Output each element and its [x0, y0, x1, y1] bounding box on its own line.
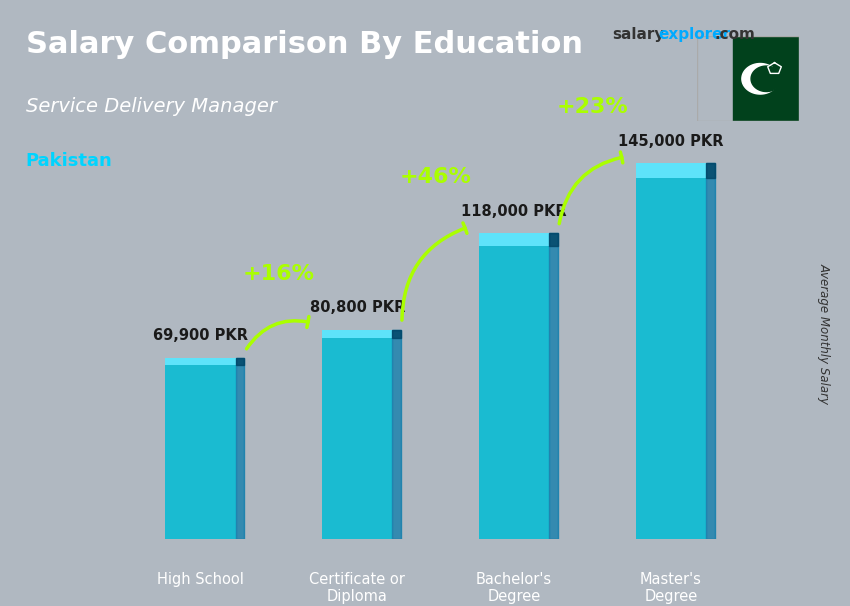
- Polygon shape: [742, 64, 778, 94]
- Bar: [706, 164, 715, 179]
- Text: Salary Comparison By Education: Salary Comparison By Education: [26, 30, 582, 59]
- Bar: [322, 330, 393, 338]
- Bar: [479, 233, 549, 245]
- Text: +23%: +23%: [557, 98, 628, 118]
- Text: .com: .com: [714, 27, 755, 42]
- Text: +16%: +16%: [243, 264, 314, 284]
- Polygon shape: [751, 66, 781, 92]
- Text: 145,000 PKR: 145,000 PKR: [618, 133, 723, 148]
- Text: +46%: +46%: [400, 167, 472, 187]
- Bar: [235, 358, 244, 539]
- Bar: [393, 330, 401, 338]
- Bar: [393, 330, 401, 539]
- Text: Service Delivery Manager: Service Delivery Manager: [26, 97, 276, 116]
- Bar: [322, 330, 393, 539]
- Text: Certificate or
Diploma: Certificate or Diploma: [309, 572, 405, 604]
- Bar: [636, 164, 706, 539]
- Text: Master's
Degree: Master's Degree: [640, 572, 702, 604]
- Bar: [235, 358, 244, 365]
- Bar: [706, 164, 715, 539]
- Bar: [733, 36, 799, 121]
- Text: Bachelor's
Degree: Bachelor's Degree: [476, 572, 552, 604]
- Bar: [549, 233, 558, 245]
- Bar: [165, 358, 235, 539]
- Bar: [479, 233, 549, 539]
- Text: 80,800 PKR: 80,800 PKR: [309, 300, 405, 315]
- Text: Pakistan: Pakistan: [26, 152, 112, 170]
- Text: salary: salary: [612, 27, 665, 42]
- Text: 118,000 PKR: 118,000 PKR: [462, 204, 567, 219]
- Text: Average Monthly Salary: Average Monthly Salary: [818, 263, 831, 404]
- Bar: [165, 358, 235, 365]
- Bar: [636, 164, 706, 179]
- Bar: [549, 233, 558, 539]
- Text: 69,900 PKR: 69,900 PKR: [153, 328, 248, 343]
- Text: High School: High School: [157, 572, 244, 587]
- Text: explorer: explorer: [659, 27, 731, 42]
